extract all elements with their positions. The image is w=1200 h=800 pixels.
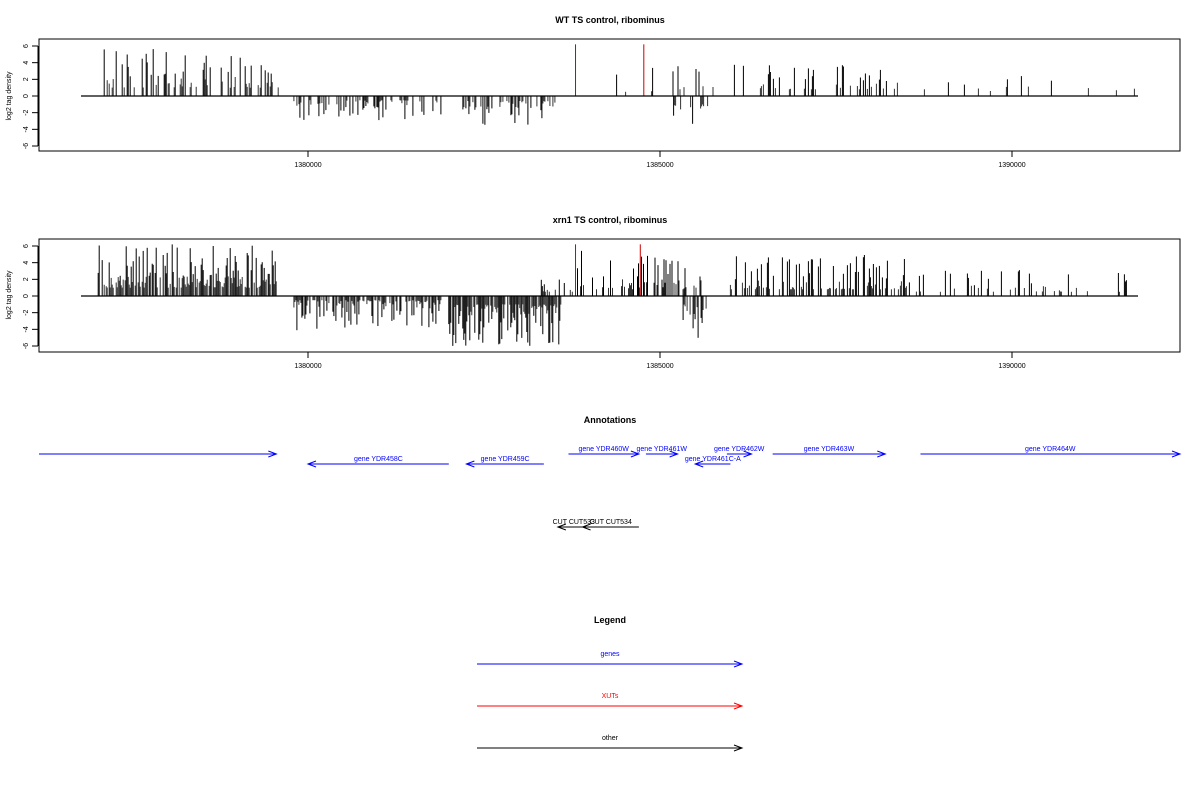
panel-xrn1-y-axis: 6 4 2 0 -2 -4 -6 [23,244,39,349]
panel-xrn1-x-axis: 1380000 1385000 1390000 [294,352,1026,370]
feature-label: gene YDR458C [354,456,403,463]
panel-wt: WT TS control, ribominus log2 tag densit… [6,15,1181,169]
feature-arrowhead [693,460,704,468]
annotations-title: Annotations [584,415,637,425]
y-tick-label: 6 [23,244,30,248]
panel-xrn1: xrn1 TS control, ribominus log2 tag dens… [6,215,1181,370]
annotations-panel: Annotations gene YDR458C gene YDR459Cgene… [39,415,1182,531]
y-tick-label: 0 [23,94,30,98]
y-tick-label: 2 [23,77,30,81]
feature-label: CUT CUT534 [590,519,632,526]
x-tick-label: 1380000 [294,363,321,370]
panel-wt-bars [103,49,1135,125]
x-tick-label: 1385000 [646,363,673,370]
feature-label: gene YDR462W [714,446,765,453]
panel-wt-frame [38,38,1181,152]
feature-label: gene YDR459C [481,456,530,463]
feature-arrowhead [581,523,591,531]
feature-arrowhead [743,450,753,458]
feature-arrowhead [268,450,278,458]
x-tick-label: 1390000 [998,363,1025,370]
panel-xrn1-bars [97,244,1127,346]
panel-xrn1-frame [38,238,1181,353]
legend-panel: Legend genes XUTs other [477,615,744,752]
y-tick-label: -6 [23,343,30,349]
legend-items: genes XUTs other [477,651,744,752]
feature-label: CUT CUT533 [553,519,595,526]
feature-arrowhead [1171,450,1182,458]
feature-arrowhead [630,450,641,458]
panel-wt-y-axis: 6 4 2 0 -2 -4 -6 [23,44,39,149]
annotation-features: gene YDR458C gene YDR459C gene YDR460W gene… [39,446,1182,531]
feature-arrowhead [877,450,887,458]
feature-label: gene YDR460W [578,446,629,453]
panel-xrn1-title: xrn1 TS control, ribominus [553,215,668,225]
legend-title: Legend [594,615,626,625]
y-tick-label: -4 [23,126,30,132]
y-tick-label: -2 [23,109,30,115]
panel-wt-ylabel: log2 tag density [6,71,13,121]
legend-arrowhead [733,702,744,710]
feature-arrowhead [556,523,567,531]
y-tick-label: 6 [23,44,30,48]
y-tick-label: -2 [23,309,30,315]
x-tick-label: 1380000 [294,162,321,169]
legend-label: genes [600,651,620,658]
y-tick-label: -4 [23,326,30,332]
feature-arrowhead [306,460,317,468]
panel-xrn1-ylabel: log2 tag density [6,270,13,320]
panel-wt-highlights [575,44,645,96]
feature-label: gene YDR464W [1025,446,1076,453]
feature-label: gene YDR461W [637,446,688,453]
y-tick-label: 0 [23,294,30,298]
legend-label: other [602,735,619,742]
feature-label: gene YDR461C-A [685,456,741,463]
y-tick-label: 4 [23,61,30,65]
x-tick-label: 1390000 [998,162,1025,169]
feature-arrowhead [669,450,680,458]
feature-arrowhead [464,460,475,468]
legend-arrowhead [733,744,744,752]
y-tick-label: 4 [23,261,30,265]
feature-label: gene YDR463W [804,446,855,453]
panel-wt-x-axis: 1380000 1385000 1390000 [294,151,1026,169]
y-tick-label: 2 [23,277,30,281]
panel-xrn1-highlights [575,244,641,296]
panel-wt-title: WT TS control, ribominus [555,15,665,25]
x-tick-label: 1385000 [646,162,673,169]
legend-label: XUTs [602,693,619,700]
legend-arrowhead [733,660,744,668]
y-tick-label: -6 [23,143,30,149]
